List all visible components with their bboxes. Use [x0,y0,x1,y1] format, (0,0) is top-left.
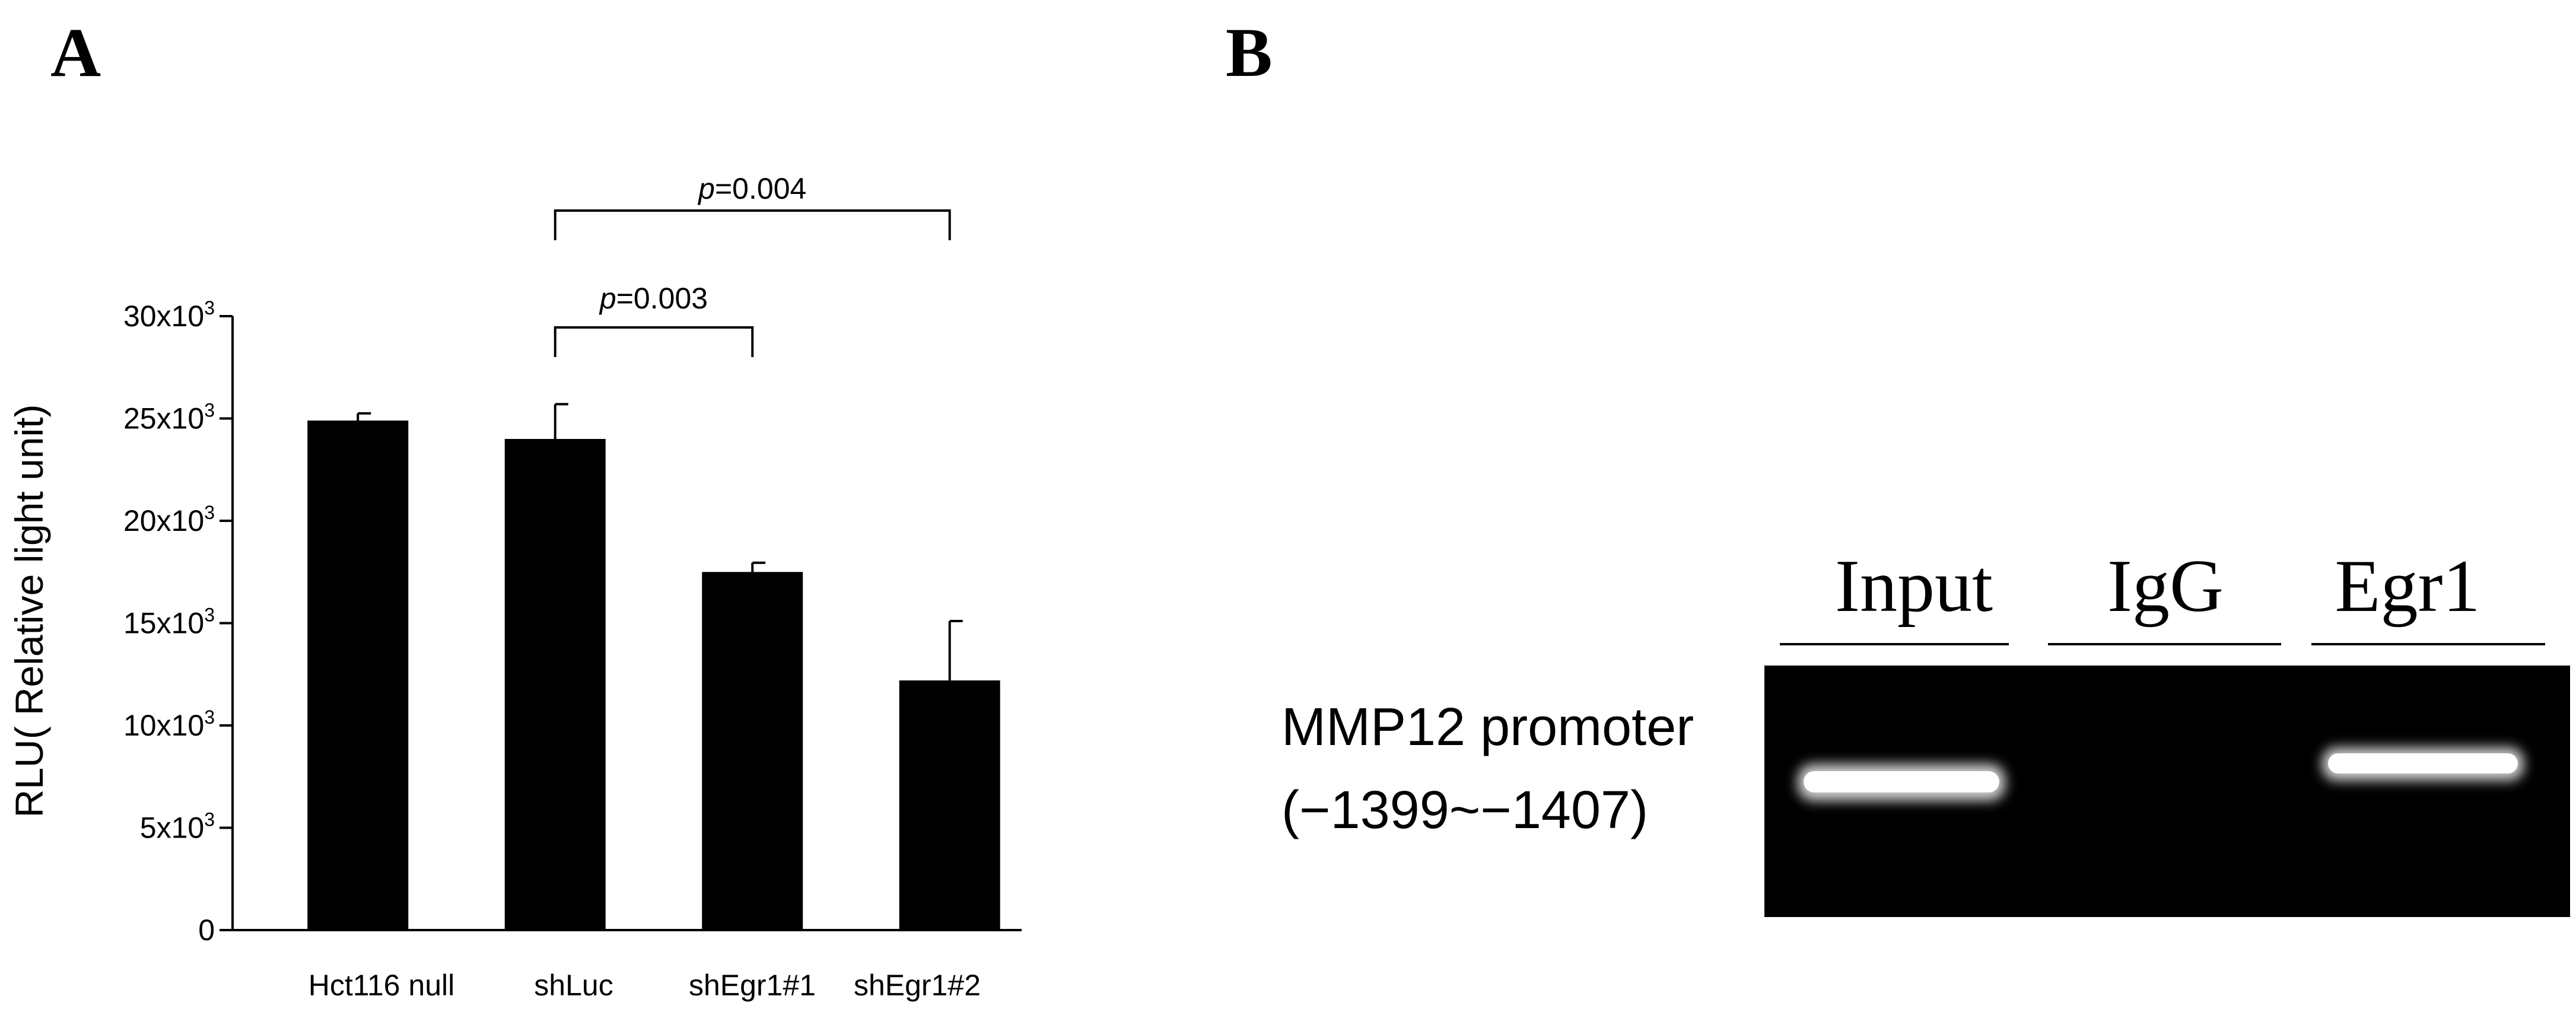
lane-label-egr1: Egr1 [2335,545,2480,628]
x-tick-label: Hct116 null [309,969,454,1002]
y-axis-label: RLU( Relative light unit) [7,405,51,818]
panel-b: B Input IgG Egr1 MMP12 promoter (−1399~−… [1226,14,2570,917]
gel-band-egr1 [2322,747,2524,781]
x-tick-label: shLuc [534,969,613,1002]
panel-b-label: B [1226,14,1273,91]
y-tick-label: 30x103 [123,297,215,333]
band-label-line1: MMP12 promoter [1281,698,1694,757]
y-tick-label: 15x103 [123,604,215,640]
y-tick-label: 20x103 [123,502,215,537]
bar [702,572,803,930]
y-tick-label: 25x103 [123,400,215,435]
significance-bracket [554,209,951,240]
gel-band-input [1798,764,2005,801]
lane-label-input: Input [1835,545,1993,628]
panel-a: A RLU( Relative light unit) 0 5x103 10x103… [7,14,1022,1002]
bar [307,420,409,930]
lane-label-igg: IgG [2107,545,2224,628]
p-value-label: p=0.004 [697,172,806,205]
band-label-line2: (−1399~−1407) [1281,781,1648,840]
significance-bracket [554,326,754,357]
y-tick-label: 0 [198,913,215,947]
panel-a-label: A [50,14,101,91]
bar [899,680,1000,930]
x-tick-label: shEgr1#1 [689,969,816,1002]
y-tick-label: 5x103 [140,809,215,845]
y-tick-label: 10x103 [123,706,215,742]
x-tick-label: shEgr1#2 [854,969,981,1002]
bar-chart: 0 5x103 10x103 15x103 20x103 25x103 30x103 Hct1… [123,172,1022,1002]
bar [504,439,606,930]
p-value-label: p=0.003 [599,282,708,315]
